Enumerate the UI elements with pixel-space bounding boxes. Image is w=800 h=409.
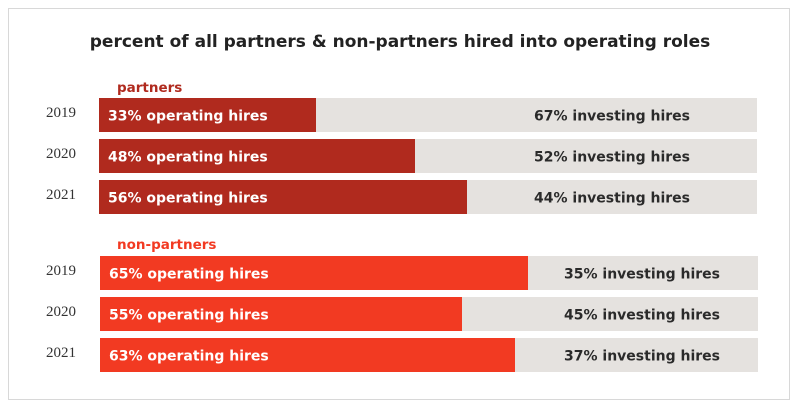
group-label-partners: partners (117, 80, 183, 96)
investing-label: 44% investing hires (534, 190, 690, 207)
operating-label: 63% operating hires (109, 348, 269, 365)
operating-segment: 56% operating hires (99, 180, 468, 214)
stacked-bar: 48% operating hires 52% investing hires (99, 139, 757, 173)
operating-label: 48% operating hires (108, 149, 268, 166)
group-label-non-partners: non-partners (117, 237, 217, 253)
stacked-bar: 65% operating hires 35% investing hires (100, 256, 758, 290)
operating-segment: 63% operating hires (100, 338, 515, 372)
stacked-bar: 33% operating hires 67% investing hires (99, 98, 757, 132)
year-label: 2019 (46, 263, 76, 279)
investing-label: 45% investing hires (564, 307, 720, 324)
year-label: 2019 (46, 105, 76, 121)
stacked-bar: 56% operating hires 44% investing hires (99, 180, 757, 214)
operating-segment: 33% operating hires (99, 98, 317, 132)
investing-label: 37% investing hires (564, 348, 720, 365)
stacked-bar: 63% operating hires 37% investing hires (100, 338, 758, 372)
chart-frame (8, 8, 790, 400)
investing-label: 52% investing hires (534, 149, 690, 166)
chart-title: percent of all partners & non-partners h… (89, 32, 711, 52)
operating-segment: 65% operating hires (100, 256, 528, 290)
operating-segment: 48% operating hires (99, 139, 415, 173)
operating-label: 55% operating hires (109, 307, 269, 324)
year-label: 2021 (46, 345, 76, 361)
year-label: 2020 (46, 304, 76, 320)
operating-segment: 55% operating hires (100, 297, 462, 331)
stacked-bar: 55% operating hires 45% investing hires (100, 297, 758, 331)
operating-label: 56% operating hires (108, 190, 268, 207)
operating-label: 33% operating hires (108, 108, 268, 125)
operating-label: 65% operating hires (109, 266, 269, 283)
year-label: 2020 (46, 146, 76, 162)
year-label: 2021 (46, 187, 76, 203)
investing-label: 67% investing hires (534, 108, 690, 125)
investing-label: 35% investing hires (564, 266, 720, 283)
